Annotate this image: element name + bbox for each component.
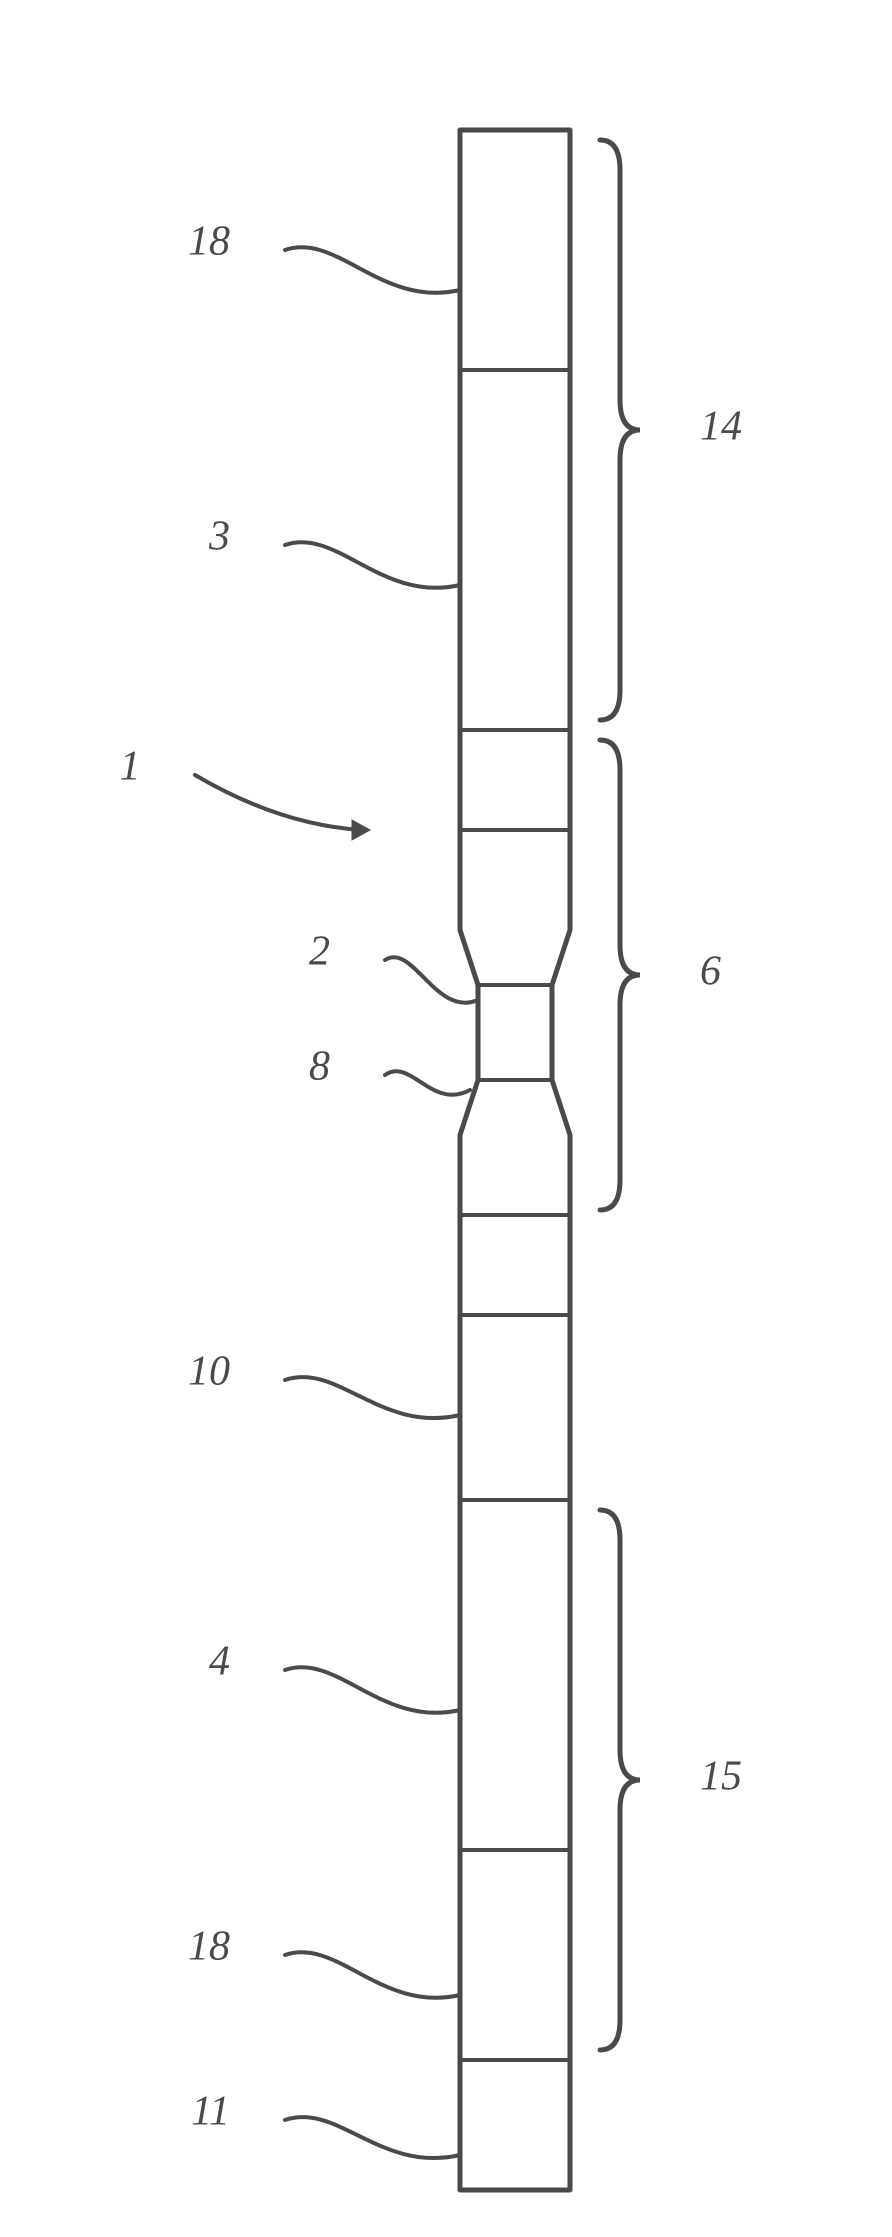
brace	[600, 140, 640, 720]
leader-label: 8	[309, 1044, 330, 1090]
brace-label: 6	[700, 949, 721, 995]
column-outline	[460, 130, 570, 2190]
brace-label: 14	[700, 404, 742, 450]
leader-line	[285, 1377, 460, 1418]
leader-line	[285, 1667, 460, 1713]
leader-label: 4	[209, 1639, 230, 1685]
leader-label: 3	[208, 514, 230, 560]
brace-label: 15	[700, 1754, 742, 1800]
leader-label: 11	[191, 2089, 230, 2135]
leader-line	[285, 2117, 460, 2158]
brace	[600, 1510, 640, 2050]
leader-line	[385, 957, 478, 1003]
leader-label: 18	[188, 1924, 230, 1970]
leader-label: 10	[188, 1349, 230, 1395]
pointer-arrowhead	[352, 820, 370, 840]
leader-line	[285, 1952, 460, 1998]
leader-label: 2	[309, 929, 330, 975]
leader-line	[385, 1071, 470, 1095]
brace	[600, 740, 640, 1210]
leader-label: 18	[188, 219, 230, 265]
pointer-arrow	[195, 775, 362, 830]
pointer-label: 1	[120, 744, 141, 790]
leader-line	[285, 247, 460, 293]
leader-line	[285, 542, 460, 588]
